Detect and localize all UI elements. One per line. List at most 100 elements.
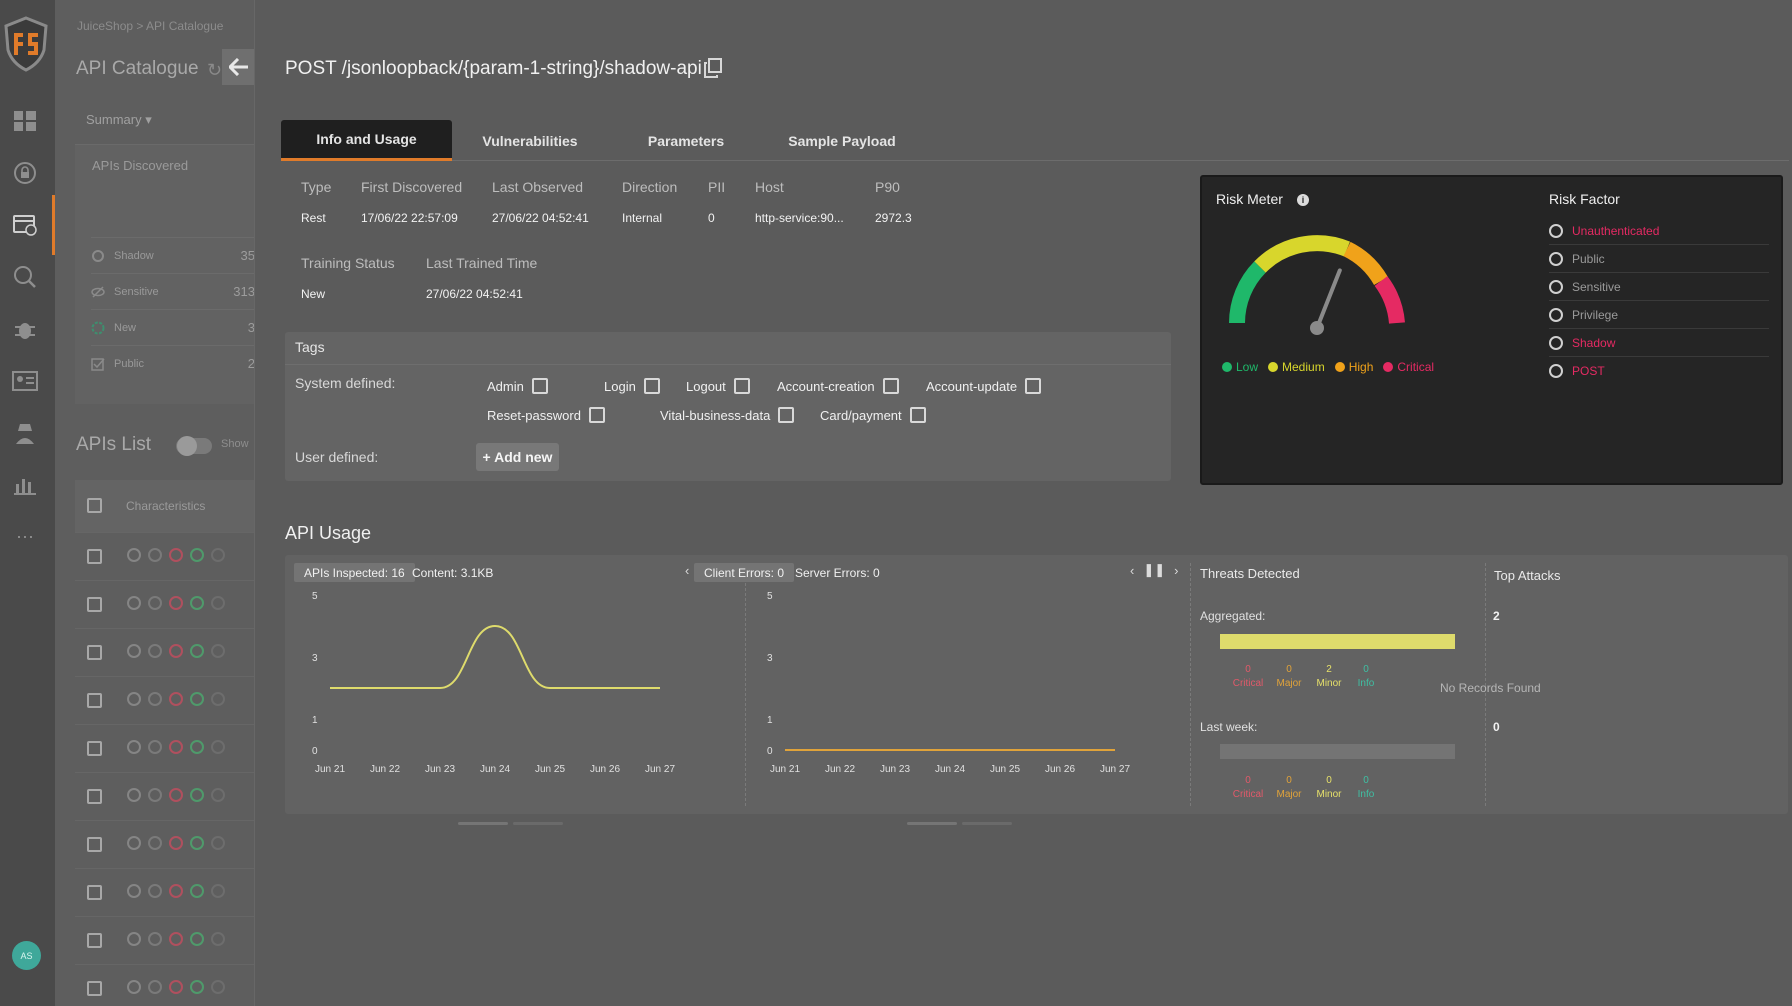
tag-checkbox[interactable] <box>909 407 926 423</box>
severity-count-major: 0 <box>1286 664 1292 675</box>
tag-checkbox[interactable] <box>1025 378 1042 394</box>
table-row[interactable] <box>75 628 254 676</box>
risk-factor-label: Privilege <box>1572 307 1619 322</box>
risk-factor-privilege: Privilege <box>1549 301 1769 329</box>
table-row[interactable] <box>75 724 254 772</box>
tag-reset-password[interactable]: Reset-password <box>487 407 605 423</box>
summary-row-sensitive[interactable]: Sensitive 313 <box>91 273 254 309</box>
tag-account-update[interactable]: Account-update <box>926 378 1042 394</box>
lock-icon[interactable] <box>12 160 38 186</box>
add-new-tag-button[interactable]: + Add new <box>476 443 559 471</box>
tag-admin[interactable]: Admin <box>487 378 548 394</box>
row-checkbox[interactable] <box>87 597 102 612</box>
eye-slash-icon <box>91 285 105 299</box>
tag-logout[interactable]: Logout <box>686 378 750 394</box>
hacker-icon[interactable] <box>12 420 38 446</box>
tag-checkbox[interactable] <box>643 378 660 394</box>
tag-vital-business-data[interactable]: Vital-business-data <box>660 407 795 423</box>
x-tick-label: Jun 23 <box>880 764 910 775</box>
tag-checkbox[interactable] <box>588 407 605 423</box>
back-arrow-button[interactable] <box>222 49 254 85</box>
refresh-icon[interactable]: ↻ <box>207 60 223 80</box>
tag-card-payment[interactable]: Card/payment <box>820 407 926 423</box>
row-checkbox[interactable] <box>87 981 102 996</box>
row-checkbox[interactable] <box>87 549 102 564</box>
chart2-nav: ‹ ❚❚ › <box>1130 562 1178 578</box>
table-row[interactable] <box>75 676 254 724</box>
select-all-checkbox[interactable] <box>87 498 102 513</box>
summary-row-shadow[interactable]: Shadow 35 <box>91 237 254 273</box>
privilege-icon <box>148 644 162 658</box>
meta-header-first-discovered: First Discovered <box>361 179 463 195</box>
server-errors-pill[interactable]: Server Errors: 0 <box>795 565 880 580</box>
severity-count-info: 0 <box>1363 775 1369 786</box>
chart1-page-indicator[interactable] <box>458 822 508 825</box>
more-icon[interactable]: ⋯ <box>16 526 34 547</box>
legend-high: High <box>1334 360 1373 374</box>
dashboard-icon[interactable] <box>12 108 38 134</box>
reports-chart-icon[interactable] <box>12 472 38 498</box>
table-row[interactable] <box>75 532 254 580</box>
bug-icon[interactable] <box>12 316 38 342</box>
tag-login[interactable]: Login <box>604 378 660 394</box>
search-analytics-icon[interactable] <box>12 264 38 290</box>
next-icon[interactable]: › <box>1174 562 1179 578</box>
y-tick-label: 5 <box>312 591 318 602</box>
row-characteristics <box>127 884 225 898</box>
pause-icon[interactable]: ❚❚ <box>1143 562 1166 577</box>
meta-value-host[interactable]: http-service:90... <box>755 211 844 225</box>
table-row[interactable] <box>75 772 254 820</box>
breadcrumb[interactable]: JuiceShop > API Catalogue <box>77 19 224 33</box>
api-usage-title: API Usage <box>285 523 372 543</box>
info-icon[interactable]: i <box>1297 194 1309 206</box>
prev-icon[interactable]: ‹ <box>685 562 690 578</box>
shield-logo-icon[interactable] <box>3 16 49 72</box>
risk-factor-shadow: Shadow <box>1549 329 1769 357</box>
row-checkbox[interactable] <box>87 741 102 756</box>
summary-row-public[interactable]: Public 2 <box>91 345 254 381</box>
show-toggle[interactable] <box>176 436 212 456</box>
tag-checkbox[interactable] <box>733 378 750 394</box>
severity-count-info: 0 <box>1363 664 1369 675</box>
chart2-page-indicator[interactable] <box>962 822 1012 825</box>
arrow-left-icon <box>229 58 248 76</box>
table-row[interactable] <box>75 916 254 964</box>
chart2-page-indicator[interactable] <box>907 822 957 825</box>
table-row[interactable] <box>75 820 254 868</box>
row-checkbox[interactable] <box>87 933 102 948</box>
x-tick-label: Jun 25 <box>990 764 1020 775</box>
apis-inspected-pill[interactable]: APIs Inspected: 16 <box>294 563 415 582</box>
user-card-icon[interactable] <box>12 368 38 394</box>
avatar[interactable]: AS <box>12 941 41 970</box>
summary-dropdown[interactable]: Summary ▾ <box>86 112 152 128</box>
tab-parameters[interactable]: Parameters <box>647 132 725 149</box>
table-row[interactable] <box>75 964 254 1006</box>
row-checkbox[interactable] <box>87 885 102 900</box>
tag-account-creation[interactable]: Account-creation <box>777 378 899 394</box>
tab-info-and-usage[interactable]: Info and Usage <box>281 120 452 161</box>
row-checkbox[interactable] <box>87 837 102 852</box>
tag-checkbox[interactable] <box>531 378 548 394</box>
row-checkbox[interactable] <box>87 693 102 708</box>
row-checkbox[interactable] <box>87 645 102 660</box>
apis-inspected-chart: 5 3 1 0 Jun 21 Jun 22 Jun 23 Jun 24 Jun 25 Jun 26… <box>312 591 675 775</box>
summary-row-new[interactable]: New 3 <box>91 309 254 345</box>
chart1-page-indicator[interactable] <box>513 822 563 825</box>
y-tick-label: 3 <box>312 653 318 664</box>
tab-vulnerabilities[interactable]: Vulnerabilities <box>482 132 578 149</box>
table-row[interactable] <box>75 580 254 628</box>
client-errors-pill[interactable]: Client Errors: 0 <box>694 563 795 582</box>
table-row[interactable] <box>75 868 254 916</box>
row-checkbox[interactable] <box>87 789 102 804</box>
content-pill[interactable]: Content: 3.1KB <box>412 565 494 580</box>
api-catalogue-icon[interactable] <box>12 212 38 238</box>
shadow-circle-icon <box>127 596 141 610</box>
prev-icon[interactable]: ‹ <box>1130 562 1135 578</box>
tag-checkbox[interactable] <box>882 378 899 394</box>
tab-sample-payload[interactable]: Sample Payload <box>788 132 896 149</box>
shadow-circle-icon <box>127 836 141 850</box>
copy-icon[interactable] <box>704 58 722 83</box>
tag-checkbox[interactable] <box>778 407 795 423</box>
summary-row-label: Public <box>114 357 144 370</box>
severity-count-minor: 0 <box>1326 775 1332 786</box>
